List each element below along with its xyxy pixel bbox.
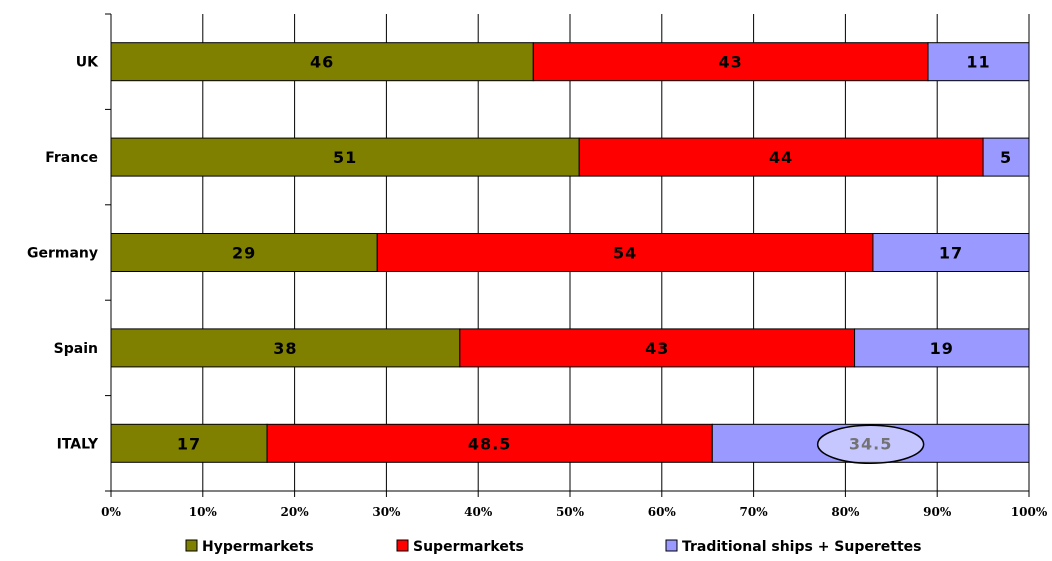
bar-spain-supermarkets [459,328,856,368]
data-label-uk-2: 11 [966,53,990,72]
x-tick-label-5: 50% [556,505,585,519]
bar-italy-traditional-ships-superettes [711,423,1030,463]
data-label-germany-1: 54 [613,244,637,263]
x-tick-label-8: 80% [831,505,860,519]
data-label-spain-2: 19 [930,339,954,358]
data-label-italy-0: 17 [177,434,201,453]
bar-spain-hypermarkets [110,328,461,368]
bar-france-traditional-ships-superettes [982,137,1030,177]
x-tick-label-10: 100% [1011,505,1048,519]
data-label-spain-0: 38 [273,339,297,358]
data-label-germany-0: 29 [232,244,256,263]
data-label-italy-1: 48.5 [468,434,511,453]
category-label-spain: Spain [54,341,98,357]
legend-swatch-0 [185,539,198,552]
category-label-italy: ITALY [57,436,99,452]
bar-uk-traditional-ships-superettes [927,42,1030,82]
category-label-germany: Germany [27,246,98,262]
bar-uk-hypermarkets [110,42,534,82]
category-label-france: France [45,150,98,166]
legend-swatch-1 [396,539,409,552]
highlight-annotation [816,424,925,465]
legend-swatch-2 [665,539,678,552]
data-label-italy-2: 34.5 [849,434,892,453]
x-tick-label-1: 10% [189,505,218,519]
data-label-uk-1: 43 [719,53,743,72]
data-labels: 46 43 11 51 44 5 29 54 17 38 43 19 17 48.5 34.5 [177,53,1012,454]
bar-france-supermarkets [578,137,984,177]
highlight-ellipse [816,424,925,465]
bar-spain-traditional-ships-superettes [854,328,1030,368]
legend-label-0: Hypermarkets [202,539,314,555]
legend: Hypermarkets Supermarkets Traditional ship… [185,539,922,555]
data-label-france-0: 51 [333,148,357,167]
bar-germany-hypermarkets [110,233,378,272]
x-tick-label-6: 60% [648,505,677,519]
x-tick-label-7: 70% [740,505,769,519]
data-label-spain-1: 43 [645,339,669,358]
legend-label-2: Traditional ships + Superettes [682,539,922,555]
x-tick-label-4: 40% [464,505,493,519]
category-label-uk: UK [76,55,99,71]
x-tick-label-9: 90% [923,505,952,519]
data-label-germany-2: 17 [939,244,963,263]
category-labels: UK France Germany Spain ITALY [27,55,99,453]
x-tick-label-3: 30% [372,505,401,519]
x-tick-label-2: 20% [281,505,310,519]
x-tick-labels: 0% 10% 20% 30% 40% 50% 60% 70% 80% 90% 100% [101,505,1048,519]
legend-label-1: Supermarkets [413,539,524,555]
data-label-france-1: 44 [769,148,793,167]
bar-germany-supermarkets [376,233,874,272]
bar-france-hypermarkets [110,137,580,177]
bar-germany-traditional-ships-superettes [872,233,1030,272]
bar-italy-hypermarkets [110,423,268,463]
bars [110,42,1030,463]
data-label-france-2: 5 [1000,148,1012,167]
bar-italy-supermarkets [266,423,713,463]
data-label-uk-0: 46 [310,53,334,72]
x-tick-label-0: 0% [101,505,121,519]
bar-uk-supermarkets [532,42,929,82]
